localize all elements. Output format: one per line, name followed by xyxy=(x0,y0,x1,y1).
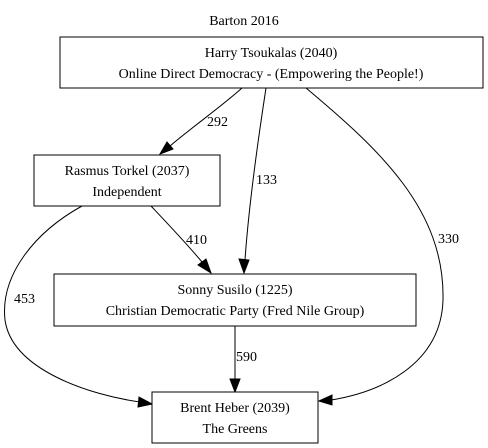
node-party: The Greens xyxy=(203,422,268,437)
node-name: Harry Tsoukalas (2040) xyxy=(205,46,338,61)
node-box xyxy=(33,154,221,207)
edge-label: 133 xyxy=(256,173,277,188)
diagram-title: Barton 2016 xyxy=(209,14,279,29)
node-party: Christian Democratic Party (Fred Nile Gr… xyxy=(106,304,365,319)
node-box xyxy=(151,391,319,444)
edge-tsoukalas-to-susilo: 133 xyxy=(238,87,277,275)
edge-line xyxy=(150,205,203,263)
edge-line xyxy=(305,87,444,401)
arrowhead-icon xyxy=(229,378,241,394)
node-harry-tsoukalas: Harry Tsoukalas (2040) Online Direct Dem… xyxy=(59,36,484,89)
edge-label: 410 xyxy=(186,233,207,248)
edge-label: 330 xyxy=(438,232,459,247)
edge-label: 292 xyxy=(207,115,228,130)
edge-line xyxy=(4,205,141,403)
node-name: Brent Heber (2039) xyxy=(180,401,290,416)
arrowhead-icon xyxy=(137,396,154,408)
edge-torkel-to-heber: 453 xyxy=(4,205,154,408)
arrowhead-icon xyxy=(158,141,174,155)
node-rasmus-torkel: Rasmus Torkel (2037) Independent xyxy=(33,154,221,207)
arrowhead-icon xyxy=(317,394,333,406)
edge-line xyxy=(244,87,267,261)
node-box xyxy=(53,273,417,327)
edge-tsoukalas-to-heber: 330 xyxy=(305,87,459,406)
edge-tsoukalas-to-torkel: 292 xyxy=(158,87,243,155)
node-party: Independent xyxy=(92,185,161,200)
edge-label: 590 xyxy=(236,350,257,365)
node-box xyxy=(59,36,484,89)
node-party: Online Direct Democracy - (Empowering th… xyxy=(119,67,424,82)
node-sonny-susilo: Sonny Susilo (1225) Christian Democratic… xyxy=(53,273,417,327)
arrowhead-icon xyxy=(197,258,212,275)
node-name: Rasmus Torkel (2037) xyxy=(65,164,190,179)
edge-line xyxy=(169,87,243,147)
edge-label: 453 xyxy=(14,292,35,307)
edge-susilo-to-heber: 590 xyxy=(229,326,257,394)
node-name: Sonny Susilo (1225) xyxy=(177,283,292,298)
node-brent-heber: Brent Heber (2039) The Greens xyxy=(151,391,319,444)
arrowhead-icon xyxy=(238,258,250,275)
edge-torkel-to-susilo: 410 xyxy=(150,205,212,275)
